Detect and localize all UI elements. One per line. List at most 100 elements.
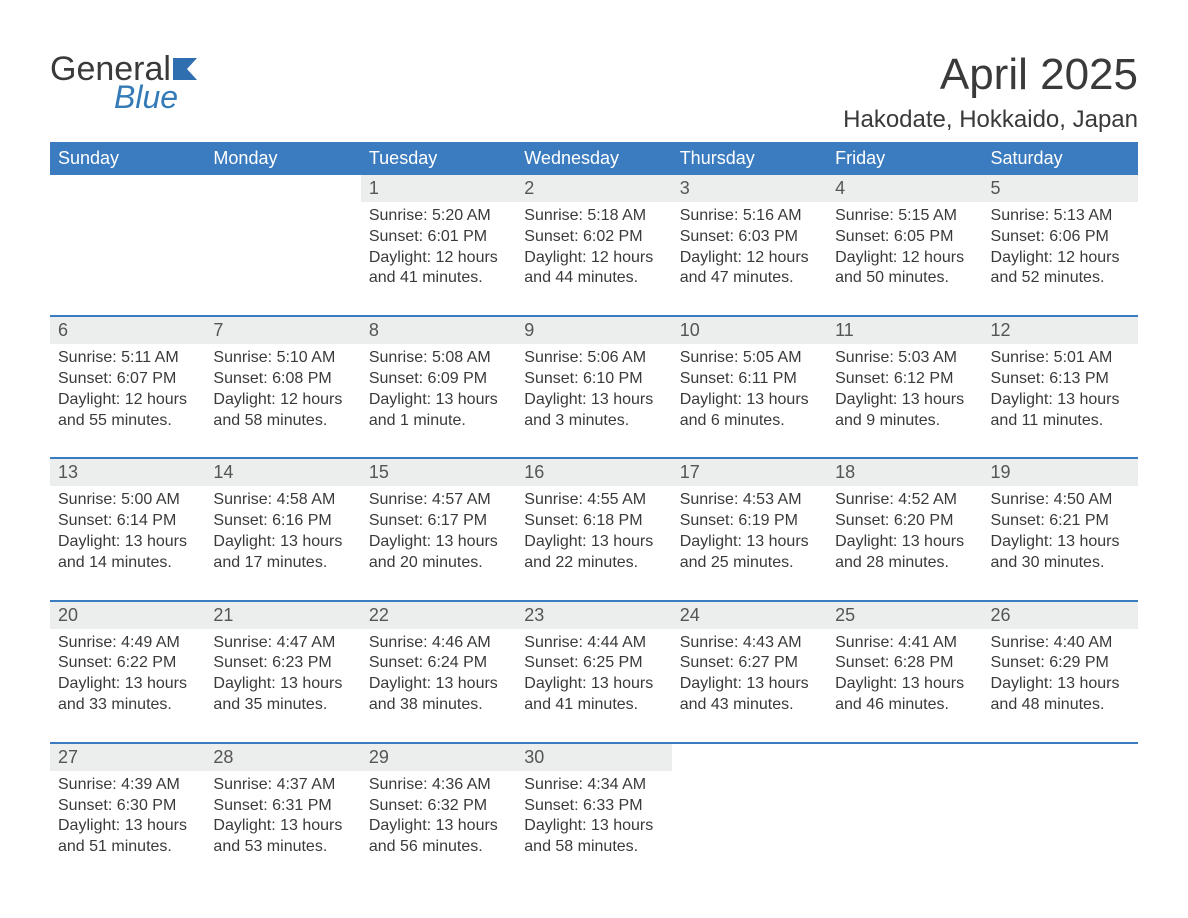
weekday-header: Saturday <box>983 142 1138 175</box>
location-subtitle: Hakodate, Hokkaido, Japan <box>843 106 1138 134</box>
topbar: General Blue April 2025 Hakodate, Hokkai… <box>50 50 1138 134</box>
daylight-line1: Daylight: 13 hours <box>991 390 1130 411</box>
sunset-text: Sunset: 6:07 PM <box>58 369 197 390</box>
daylight-line2: and 20 minutes. <box>369 553 508 574</box>
day-number-cell: 20 <box>50 601 205 629</box>
day-number-cell: 15 <box>361 458 516 486</box>
day-number-cell: 27 <box>50 743 205 771</box>
sunrise-text: Sunrise: 5:05 AM <box>680 348 819 369</box>
daylight-line1: Daylight: 12 hours <box>213 390 352 411</box>
sunrise-text: Sunrise: 4:36 AM <box>369 775 508 796</box>
daylight-line2: and 58 minutes. <box>524 837 663 858</box>
day-number-cell: 16 <box>516 458 671 486</box>
sunrise-text: Sunrise: 5:20 AM <box>369 206 508 227</box>
daylight-line1: Daylight: 12 hours <box>524 248 663 269</box>
sunrise-text: Sunrise: 5:06 AM <box>524 348 663 369</box>
daylight-line1: Daylight: 13 hours <box>991 532 1130 553</box>
daylight-line2: and 28 minutes. <box>835 553 974 574</box>
day-detail-row: Sunrise: 4:49 AMSunset: 6:22 PMDaylight:… <box>50 629 1138 743</box>
day-number-row: 13141516171819 <box>50 458 1138 486</box>
sunrise-text: Sunrise: 5:15 AM <box>835 206 974 227</box>
day-detail-cell: Sunrise: 4:39 AMSunset: 6:30 PMDaylight:… <box>50 771 205 884</box>
sunrise-text: Sunrise: 4:53 AM <box>680 490 819 511</box>
sunrise-text: Sunrise: 4:58 AM <box>213 490 352 511</box>
sunrise-text: Sunrise: 5:00 AM <box>58 490 197 511</box>
daylight-line2: and 11 minutes. <box>991 411 1130 432</box>
daylight-line2: and 41 minutes. <box>524 695 663 716</box>
day-number-cell: 23 <box>516 601 671 629</box>
daylight-line1: Daylight: 13 hours <box>58 816 197 837</box>
daylight-line1: Daylight: 13 hours <box>213 674 352 695</box>
day-number-cell: 11 <box>827 316 982 344</box>
daylight-line1: Daylight: 13 hours <box>369 816 508 837</box>
daylight-line1: Daylight: 13 hours <box>524 390 663 411</box>
day-number-cell: 9 <box>516 316 671 344</box>
brand-word2: Blue <box>114 79 178 116</box>
sunrise-text: Sunrise: 5:16 AM <box>680 206 819 227</box>
sunrise-text: Sunrise: 5:08 AM <box>369 348 508 369</box>
day-detail-cell <box>983 771 1138 884</box>
weekday-header: Sunday <box>50 142 205 175</box>
sunrise-text: Sunrise: 5:18 AM <box>524 206 663 227</box>
sunrise-text: Sunrise: 4:52 AM <box>835 490 974 511</box>
sunset-text: Sunset: 6:05 PM <box>835 227 974 248</box>
day-number-cell: 4 <box>827 175 982 202</box>
day-detail-cell: Sunrise: 4:44 AMSunset: 6:25 PMDaylight:… <box>516 629 671 743</box>
day-detail-cell: Sunrise: 5:13 AMSunset: 6:06 PMDaylight:… <box>983 202 1138 316</box>
daylight-line1: Daylight: 13 hours <box>58 674 197 695</box>
sunset-text: Sunset: 6:23 PM <box>213 653 352 674</box>
sunrise-text: Sunrise: 4:47 AM <box>213 633 352 654</box>
day-detail-cell <box>672 771 827 884</box>
weekday-header: Monday <box>205 142 360 175</box>
daylight-line1: Daylight: 13 hours <box>213 532 352 553</box>
sunset-text: Sunset: 6:09 PM <box>369 369 508 390</box>
daylight-line2: and 48 minutes. <box>991 695 1130 716</box>
sunrise-text: Sunrise: 5:10 AM <box>213 348 352 369</box>
weekday-header: Wednesday <box>516 142 671 175</box>
day-detail-cell <box>827 771 982 884</box>
day-detail-cell: Sunrise: 5:18 AMSunset: 6:02 PMDaylight:… <box>516 202 671 316</box>
daylight-line1: Daylight: 13 hours <box>680 390 819 411</box>
day-number-cell: 14 <box>205 458 360 486</box>
day-number-cell: 18 <box>827 458 982 486</box>
daylight-line1: Daylight: 12 hours <box>58 390 197 411</box>
daylight-line2: and 35 minutes. <box>213 695 352 716</box>
daylight-line1: Daylight: 13 hours <box>991 674 1130 695</box>
day-detail-cell: Sunrise: 4:52 AMSunset: 6:20 PMDaylight:… <box>827 486 982 600</box>
day-number-row: 20212223242526 <box>50 601 1138 629</box>
daylight-line2: and 17 minutes. <box>213 553 352 574</box>
day-detail-cell: Sunrise: 4:47 AMSunset: 6:23 PMDaylight:… <box>205 629 360 743</box>
sunset-text: Sunset: 6:14 PM <box>58 511 197 532</box>
weekday-header: Friday <box>827 142 982 175</box>
calendar-table: Sunday Monday Tuesday Wednesday Thursday… <box>50 142 1138 884</box>
sunset-text: Sunset: 6:33 PM <box>524 796 663 817</box>
day-detail-cell: Sunrise: 5:00 AMSunset: 6:14 PMDaylight:… <box>50 486 205 600</box>
title-block: April 2025 Hakodate, Hokkaido, Japan <box>843 50 1138 134</box>
day-number-cell: 6 <box>50 316 205 344</box>
day-number-cell: 8 <box>361 316 516 344</box>
daylight-line2: and 53 minutes. <box>213 837 352 858</box>
day-detail-cell: Sunrise: 4:36 AMSunset: 6:32 PMDaylight:… <box>361 771 516 884</box>
daylight-line1: Daylight: 12 hours <box>680 248 819 269</box>
sunset-text: Sunset: 6:21 PM <box>991 511 1130 532</box>
day-number-cell <box>983 743 1138 771</box>
sunset-text: Sunset: 6:24 PM <box>369 653 508 674</box>
day-detail-cell: Sunrise: 5:20 AMSunset: 6:01 PMDaylight:… <box>361 202 516 316</box>
sunset-text: Sunset: 6:25 PM <box>524 653 663 674</box>
daylight-line2: and 55 minutes. <box>58 411 197 432</box>
daylight-line2: and 50 minutes. <box>835 268 974 289</box>
day-detail-cell <box>205 202 360 316</box>
daylight-line2: and 51 minutes. <box>58 837 197 858</box>
daylight-line1: Daylight: 13 hours <box>680 532 819 553</box>
day-detail-cell: Sunrise: 5:15 AMSunset: 6:05 PMDaylight:… <box>827 202 982 316</box>
day-detail-cell: Sunrise: 4:57 AMSunset: 6:17 PMDaylight:… <box>361 486 516 600</box>
daylight-line2: and 1 minute. <box>369 411 508 432</box>
sunrise-text: Sunrise: 4:40 AM <box>991 633 1130 654</box>
weekday-header: Tuesday <box>361 142 516 175</box>
day-number-cell: 5 <box>983 175 1138 202</box>
daylight-line2: and 9 minutes. <box>835 411 974 432</box>
day-detail-cell: Sunrise: 4:58 AMSunset: 6:16 PMDaylight:… <box>205 486 360 600</box>
day-number-row: 12345 <box>50 175 1138 202</box>
day-detail-cell: Sunrise: 4:41 AMSunset: 6:28 PMDaylight:… <box>827 629 982 743</box>
daylight-line2: and 22 minutes. <box>524 553 663 574</box>
